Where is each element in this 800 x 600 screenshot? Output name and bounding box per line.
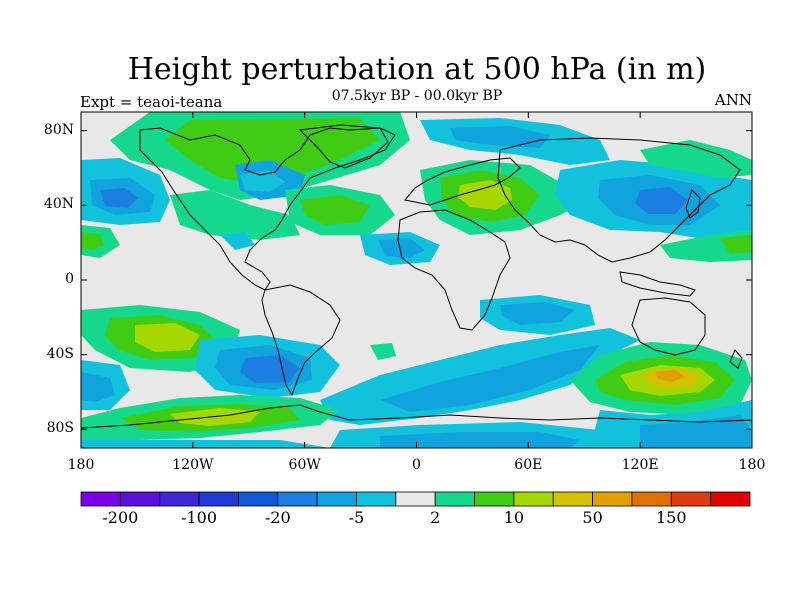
experiment-label: Expt = teaoi-teana [80,93,223,111]
coast-africa [397,209,511,331]
contour-natlantic-positive-core [300,195,370,225]
x-tick-label: 180 [67,457,95,473]
colorbar-swatch [592,491,633,507]
contour-southern-ocean-negative-mid [380,345,600,412]
colorbar-swatch [631,491,672,507]
contour-patagonia-positive [370,343,396,360]
contour-caribbean-negative [220,232,255,250]
season-label: ANN [714,91,752,109]
x-tick-label: 60W [288,457,321,473]
x-tick-label: 180 [738,457,766,473]
coast-new-zealand [729,349,743,369]
colorbar-swatch [552,491,593,507]
coast-south-america [261,284,341,397]
coastlines [81,124,752,429]
colorbar-swatch [513,491,554,507]
contour-epacific-negative-core [640,415,752,448]
colorbar-swatch [198,491,239,507]
x-tick-label: 60E [514,457,543,473]
colorbar-swatch [277,491,318,507]
colorbar [80,491,751,507]
contour-siberia-positive [640,140,752,178]
plot-subtitle: 07.5kyr BP - 00.0kyr BP [331,88,503,104]
coast-north-america [139,127,396,291]
colorbar-label: 2 [430,508,441,527]
contour-npacific-negative-core [100,188,138,208]
y-tick-label: 40N [43,196,74,213]
colorbar-swatch [238,491,279,507]
coast-asia [497,137,741,263]
coast-greenland [298,124,389,169]
colorbar-label: 50 [582,508,603,527]
colorbar-label: 10 [503,508,525,527]
contour-australia-positive-max [655,370,685,382]
colorbar-swatch [670,491,712,507]
contour-spacific-positive-core [135,323,200,352]
coast-japan [685,189,701,219]
contour-nepacific-positive-core [720,235,752,254]
colorbar-swatch [159,491,200,507]
colorbar-label: -200 [102,508,139,527]
contour-arctic-europe-negative-core [450,126,550,148]
colorbar-label: 150 [656,508,687,527]
contour-antarctic-negative-east-core [380,432,580,448]
colorbar-label: -5 [348,508,365,527]
axis-ticks [80,112,753,448]
y-tick-label: 80N [43,121,74,138]
colorbar-label: -100 [181,508,218,527]
contour-westpac-positive-core [81,232,104,250]
contour-canada-negative [240,170,285,192]
coast-antarctica [81,404,752,429]
contour-eastasia-negative-core [635,187,688,214]
colorbar-swatch [356,491,397,507]
coast-indonesia [619,271,696,297]
colorbar-swatch [474,491,515,507]
y-tick-label: 0 [65,271,74,287]
colorbar-swatch [710,491,751,507]
colorbar-swatch [80,491,121,507]
x-tick-label: 120W [172,457,214,473]
coast-europe [404,157,521,206]
x-tick-label: 120E [621,457,659,473]
x-tick-label: 0 [412,457,421,473]
contour-arctic-positive-core [165,118,380,185]
colorbar-swatch [316,491,357,507]
colorbar-label: -20 [264,508,291,527]
contour-sw-pacific-negative-core [81,372,115,402]
colorbar-swatch [119,491,161,507]
colorbar-swatch [395,491,436,507]
contour-field [81,112,752,448]
contour-indian-negative-core [500,302,575,325]
contour-antarctic-negative-west [81,440,330,448]
plot-title: Height perturbation at 500 hPa (in m) [127,52,707,87]
contour-eurasia-positive-core [458,180,512,210]
colorbar-swatch [434,491,475,507]
coast-australia [631,297,706,356]
contour-tropical-atlantic-negative-core [378,238,425,258]
y-tick-label: 80S [46,420,74,437]
contour-southamerica-negative-core [240,355,300,383]
y-tick-label: 40S [46,345,74,362]
